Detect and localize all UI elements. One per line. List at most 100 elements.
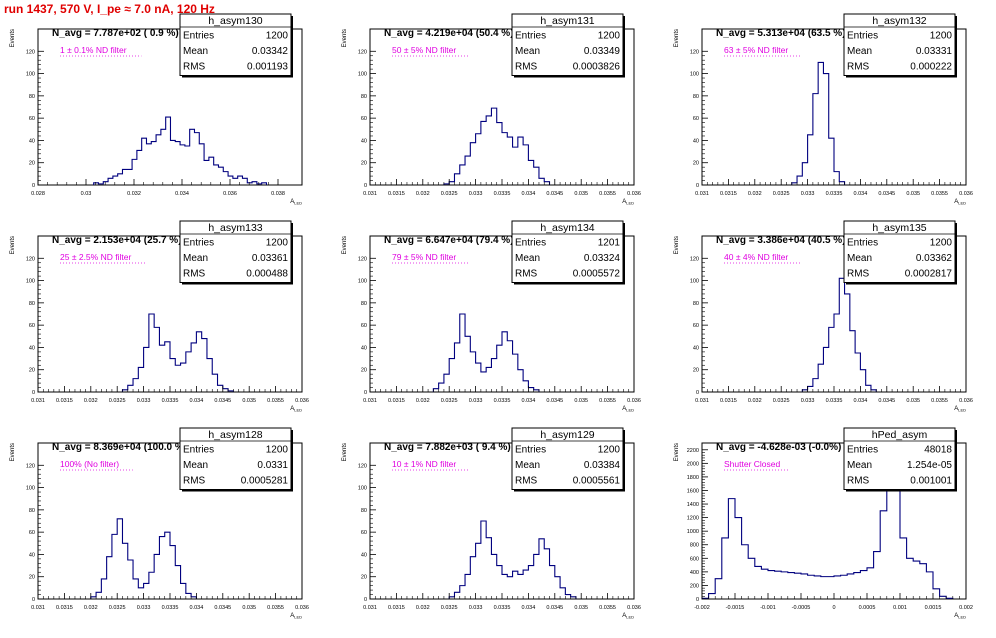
stats-value: 0.001001 (910, 476, 952, 487)
stats-value: 0.03349 (584, 46, 621, 57)
stats-hist-name: h_asym129 (540, 429, 594, 441)
stats-hist-name: h_asym128 (208, 429, 262, 441)
filter-annotation: Shutter Closed (724, 459, 780, 469)
y-tick-label: 60 (693, 323, 699, 329)
stats-value: 1200 (266, 238, 289, 249)
x-tick-label: 0.0315 (388, 605, 405, 611)
x-tick-label: 0.032 (748, 191, 762, 197)
histogram-line (443, 107, 551, 185)
stats-key: Entries (183, 31, 214, 42)
y-axis-label: Events (10, 443, 16, 461)
y-tick-label: 400 (690, 570, 699, 576)
y-axis-label: Events (342, 443, 348, 461)
filter-annotation: 25 ± 2.5% ND filter (60, 252, 131, 262)
y-tick-label: 20 (693, 161, 699, 167)
stats-key: RMS (183, 62, 206, 73)
y-tick-label: 120 (358, 463, 367, 469)
x-axis-label: ALED (954, 199, 966, 206)
y-tick-label: 0 (696, 183, 699, 189)
x-tick-label: 0.0315 (388, 398, 405, 404)
x-tick-label: 0.0315 (56, 398, 73, 404)
stats-box (843, 13, 956, 76)
x-tick-label: 0.033 (469, 191, 483, 197)
stats-box (179, 427, 292, 490)
y-tick-label: 100 (358, 486, 367, 492)
x-tick-label: 0.0335 (826, 398, 843, 404)
y-tick-label: 100 (690, 279, 699, 285)
stats-value: 1200 (930, 238, 953, 249)
y-tick-label: 80 (29, 508, 35, 514)
x-tick-label: 0.036 (295, 605, 309, 611)
y-tick-label: 120 (358, 256, 367, 262)
x-tick-label: 0.032 (416, 398, 430, 404)
stats-value: 0.000488 (246, 269, 288, 280)
filter-annotation: 63 ± 5% ND filter (724, 45, 788, 55)
y-tick-label: 20 (361, 575, 367, 581)
y-tick-label: 60 (29, 323, 35, 329)
x-axis-label: ALED (622, 199, 634, 206)
y-tick-label: 40 (693, 138, 699, 144)
stats-value: 48018 (924, 445, 952, 456)
y-axis-label: Events (674, 29, 680, 47)
stats-value: 0.03361 (252, 253, 289, 264)
y-tick-label: 100 (26, 486, 35, 492)
x-tick-label: 0.034 (522, 605, 536, 611)
y-tick-label: 1400 (687, 502, 699, 508)
y-axis-label: Events (10, 29, 16, 47)
stats-value: 0.03331 (916, 46, 953, 57)
y-tick-label: 80 (693, 301, 699, 307)
x-tick-label: 0.0345 (546, 398, 563, 404)
x-tick-label: 0.034 (190, 605, 204, 611)
x-tick-label: 0.032 (84, 398, 98, 404)
x-tick-label: 0.0005 (859, 605, 876, 611)
x-tick-label: -0.0015 (726, 605, 745, 611)
histogram-title: N_avg = 2.153e+04 (25.7 %) (52, 235, 182, 246)
x-axis-label: ALED (622, 406, 634, 413)
x-tick-label: 0.0315 (720, 191, 737, 197)
x-tick-label: 0.031 (363, 398, 377, 404)
x-tick-label: 0.035 (906, 191, 920, 197)
x-tick-label: 0.032 (127, 191, 141, 197)
x-tick-label: 0.034 (190, 398, 204, 404)
x-axis-label: ALED (290, 199, 302, 206)
y-tick-label: 0 (364, 597, 367, 603)
filter-annotation: 100% (No filter) (60, 459, 119, 469)
y-tick-label: 200 (690, 583, 699, 589)
stats-value: 0.03324 (584, 253, 621, 264)
stats-key: Mean (847, 46, 872, 57)
x-tick-label: 0.035 (574, 605, 588, 611)
y-tick-label: 0 (364, 390, 367, 396)
y-tick-label: 40 (361, 345, 367, 351)
stats-key: Mean (515, 460, 540, 471)
stats-key: Mean (183, 253, 208, 264)
stats-value: 0.03384 (584, 460, 621, 471)
stats-key: RMS (183, 269, 206, 280)
x-tick-label: 0.0325 (109, 398, 126, 404)
y-tick-label: 100 (358, 72, 367, 78)
x-tick-label: 0.0315 (720, 398, 737, 404)
stats-hist-name: h_asym134 (540, 222, 594, 234)
x-axis-label: ALED (954, 613, 966, 620)
y-tick-label: 0 (32, 183, 35, 189)
x-tick-label: 0.035 (242, 605, 256, 611)
x-tick-label: 0.0345 (878, 398, 895, 404)
histogram-line (93, 116, 268, 185)
histogram-title: N_avg = -4.628e-03 (-0.0%) (716, 442, 841, 453)
x-tick-label: 0.0325 (441, 398, 458, 404)
stats-value: 0.0003826 (573, 62, 621, 73)
stats-key: RMS (847, 269, 870, 280)
stats-hist-name: h_asym130 (208, 15, 262, 27)
histogram-panel-h_asym129: 0.031 0.0315 0.032 0.0325 0.033 0.0335 0.034 0.… (342, 427, 641, 620)
y-tick-label: 800 (690, 543, 699, 549)
x-tick-label: 0.032 (748, 398, 762, 404)
y-tick-label: 60 (29, 530, 35, 536)
x-tick-label: 0.036 (223, 191, 237, 197)
y-axis-label: Events (10, 236, 16, 254)
histogram-title: N_avg = 7.787e+02 ( 0.9 %) (52, 28, 179, 39)
y-tick-label: 20 (693, 368, 699, 374)
y-tick-label: 0 (32, 390, 35, 396)
x-tick-label: 0.032 (416, 191, 430, 197)
x-tick-label: 0 (832, 605, 835, 611)
x-tick-label: 0.0345 (214, 605, 231, 611)
y-tick-label: 80 (361, 301, 367, 307)
